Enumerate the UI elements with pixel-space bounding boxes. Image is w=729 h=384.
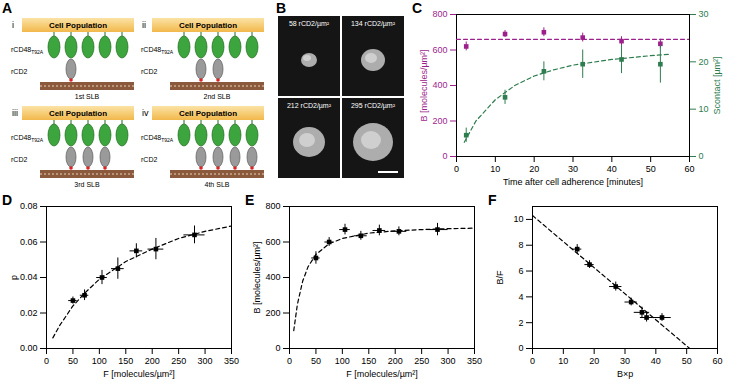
svg-text:rCD48T92A: rCD48T92A xyxy=(141,134,174,143)
svg-text:2nd SLB: 2nd SLB xyxy=(204,93,231,100)
svg-text:295 rCD2/µm²: 295 rCD2/µm² xyxy=(351,102,396,110)
svg-text:0: 0 xyxy=(44,356,49,366)
svg-text:50: 50 xyxy=(682,356,692,366)
svg-text:Cell Population: Cell Population xyxy=(49,21,107,30)
svg-text:2: 2 xyxy=(518,318,523,328)
svg-text:0: 0 xyxy=(699,151,704,161)
svg-text:200: 200 xyxy=(432,116,447,126)
svg-text:250: 250 xyxy=(171,356,186,366)
svg-text:20: 20 xyxy=(699,57,709,67)
svg-text:Scontact [µm²]: Scontact [µm²] xyxy=(712,56,722,114)
svg-text:40: 40 xyxy=(607,164,617,174)
html-text:B: B xyxy=(276,0,287,16)
svg-text:F [molecules/µm²]: F [molecules/µm²] xyxy=(346,369,418,379)
svg-text:B/F: B/F xyxy=(495,270,505,285)
svg-text:800: 800 xyxy=(265,201,280,211)
svg-text:4th SLB: 4th SLB xyxy=(205,181,230,188)
svg-text:600: 600 xyxy=(432,45,447,55)
svg-text:0: 0 xyxy=(454,164,459,174)
svg-text:150: 150 xyxy=(118,356,133,366)
svg-text:F [molecules/µm²]: F [molecules/µm²] xyxy=(103,369,175,379)
svg-text:50: 50 xyxy=(68,356,78,366)
svg-text:300: 300 xyxy=(198,356,213,366)
svg-text:iii: iii xyxy=(12,108,18,118)
svg-text:20: 20 xyxy=(529,164,539,174)
svg-text:0: 0 xyxy=(518,343,523,353)
svg-text:rCD48T92A: rCD48T92A xyxy=(11,134,44,143)
svg-text:Cell Population: Cell Population xyxy=(179,109,237,118)
svg-text:60: 60 xyxy=(712,356,722,366)
svg-text:rCD2: rCD2 xyxy=(141,68,157,75)
html-text:C: C xyxy=(412,0,423,16)
svg-text:300: 300 xyxy=(441,356,456,366)
svg-text:i: i xyxy=(12,20,14,30)
svg-text:400: 400 xyxy=(432,80,447,90)
html-text:A: A xyxy=(2,0,13,16)
svg-text:rCD2: rCD2 xyxy=(11,156,27,163)
svg-text:212 rCD2/µm²: 212 rCD2/µm² xyxy=(287,102,332,110)
svg-text:30: 30 xyxy=(568,164,578,174)
svg-text:0.04: 0.04 xyxy=(20,272,38,282)
svg-text:p: p xyxy=(9,275,19,280)
svg-text:0: 0 xyxy=(530,356,535,366)
svg-text:58 rCD2/µm²: 58 rCD2/µm² xyxy=(289,20,330,28)
svg-text:350: 350 xyxy=(467,356,482,366)
svg-text:10: 10 xyxy=(513,214,523,224)
svg-text:200: 200 xyxy=(145,356,160,366)
svg-text:0: 0 xyxy=(287,356,292,366)
svg-text:40: 40 xyxy=(651,356,661,366)
svg-text:4: 4 xyxy=(518,292,523,302)
svg-text:10: 10 xyxy=(699,104,709,114)
svg-text:0.06: 0.06 xyxy=(20,237,38,247)
svg-text:400: 400 xyxy=(265,272,280,282)
svg-text:0.08: 0.08 xyxy=(20,201,38,211)
html-text:D: D xyxy=(2,192,13,208)
svg-text:B×p: B×p xyxy=(617,369,633,379)
svg-text:100: 100 xyxy=(92,356,107,366)
svg-text:800: 800 xyxy=(432,9,447,19)
svg-text:0.02: 0.02 xyxy=(20,308,38,318)
html-text:E: E xyxy=(245,192,255,208)
svg-text:150: 150 xyxy=(361,356,376,366)
svg-text:rCD48T92A: rCD48T92A xyxy=(141,46,174,55)
svg-text:Time after cell adherence [min: Time after cell adherence [minutes] xyxy=(503,177,643,187)
svg-text:Cell Population: Cell Population xyxy=(179,21,237,30)
svg-text:50: 50 xyxy=(646,164,656,174)
svg-text:rCD48T92A: rCD48T92A xyxy=(11,46,44,55)
svg-text:0.00: 0.00 xyxy=(20,343,38,353)
svg-text:20: 20 xyxy=(589,356,599,366)
svg-text:Cell Population: Cell Population xyxy=(49,109,107,118)
svg-text:iv: iv xyxy=(142,108,149,118)
svg-text:100: 100 xyxy=(335,356,350,366)
svg-text:0: 0 xyxy=(442,151,447,161)
svg-text:B [molecules/µm²]: B [molecules/µm²] xyxy=(419,49,429,121)
svg-text:rCD2: rCD2 xyxy=(11,68,27,75)
svg-text:350: 350 xyxy=(224,356,239,366)
svg-text:30: 30 xyxy=(699,9,709,19)
svg-text:10: 10 xyxy=(558,356,568,366)
svg-text:600: 600 xyxy=(265,237,280,247)
svg-text:B [molecules/µm²]: B [molecules/µm²] xyxy=(252,241,262,313)
html-text:F: F xyxy=(488,192,497,208)
svg-text:ii: ii xyxy=(142,20,146,30)
svg-text:10: 10 xyxy=(490,164,500,174)
svg-text:134 rCD2/µm²: 134 rCD2/µm² xyxy=(351,20,396,28)
svg-text:rCD2: rCD2 xyxy=(141,156,157,163)
svg-text:6: 6 xyxy=(518,266,523,276)
svg-text:50: 50 xyxy=(311,356,321,366)
svg-text:8: 8 xyxy=(518,240,523,250)
svg-text:200: 200 xyxy=(388,356,403,366)
svg-text:30: 30 xyxy=(620,356,630,366)
svg-text:3rd SLB: 3rd SLB xyxy=(74,181,100,188)
svg-text:60: 60 xyxy=(684,164,694,174)
svg-text:1st SLB: 1st SLB xyxy=(75,93,100,100)
svg-text:200: 200 xyxy=(265,308,280,318)
svg-text:250: 250 xyxy=(414,356,429,366)
svg-text:0: 0 xyxy=(275,343,280,353)
